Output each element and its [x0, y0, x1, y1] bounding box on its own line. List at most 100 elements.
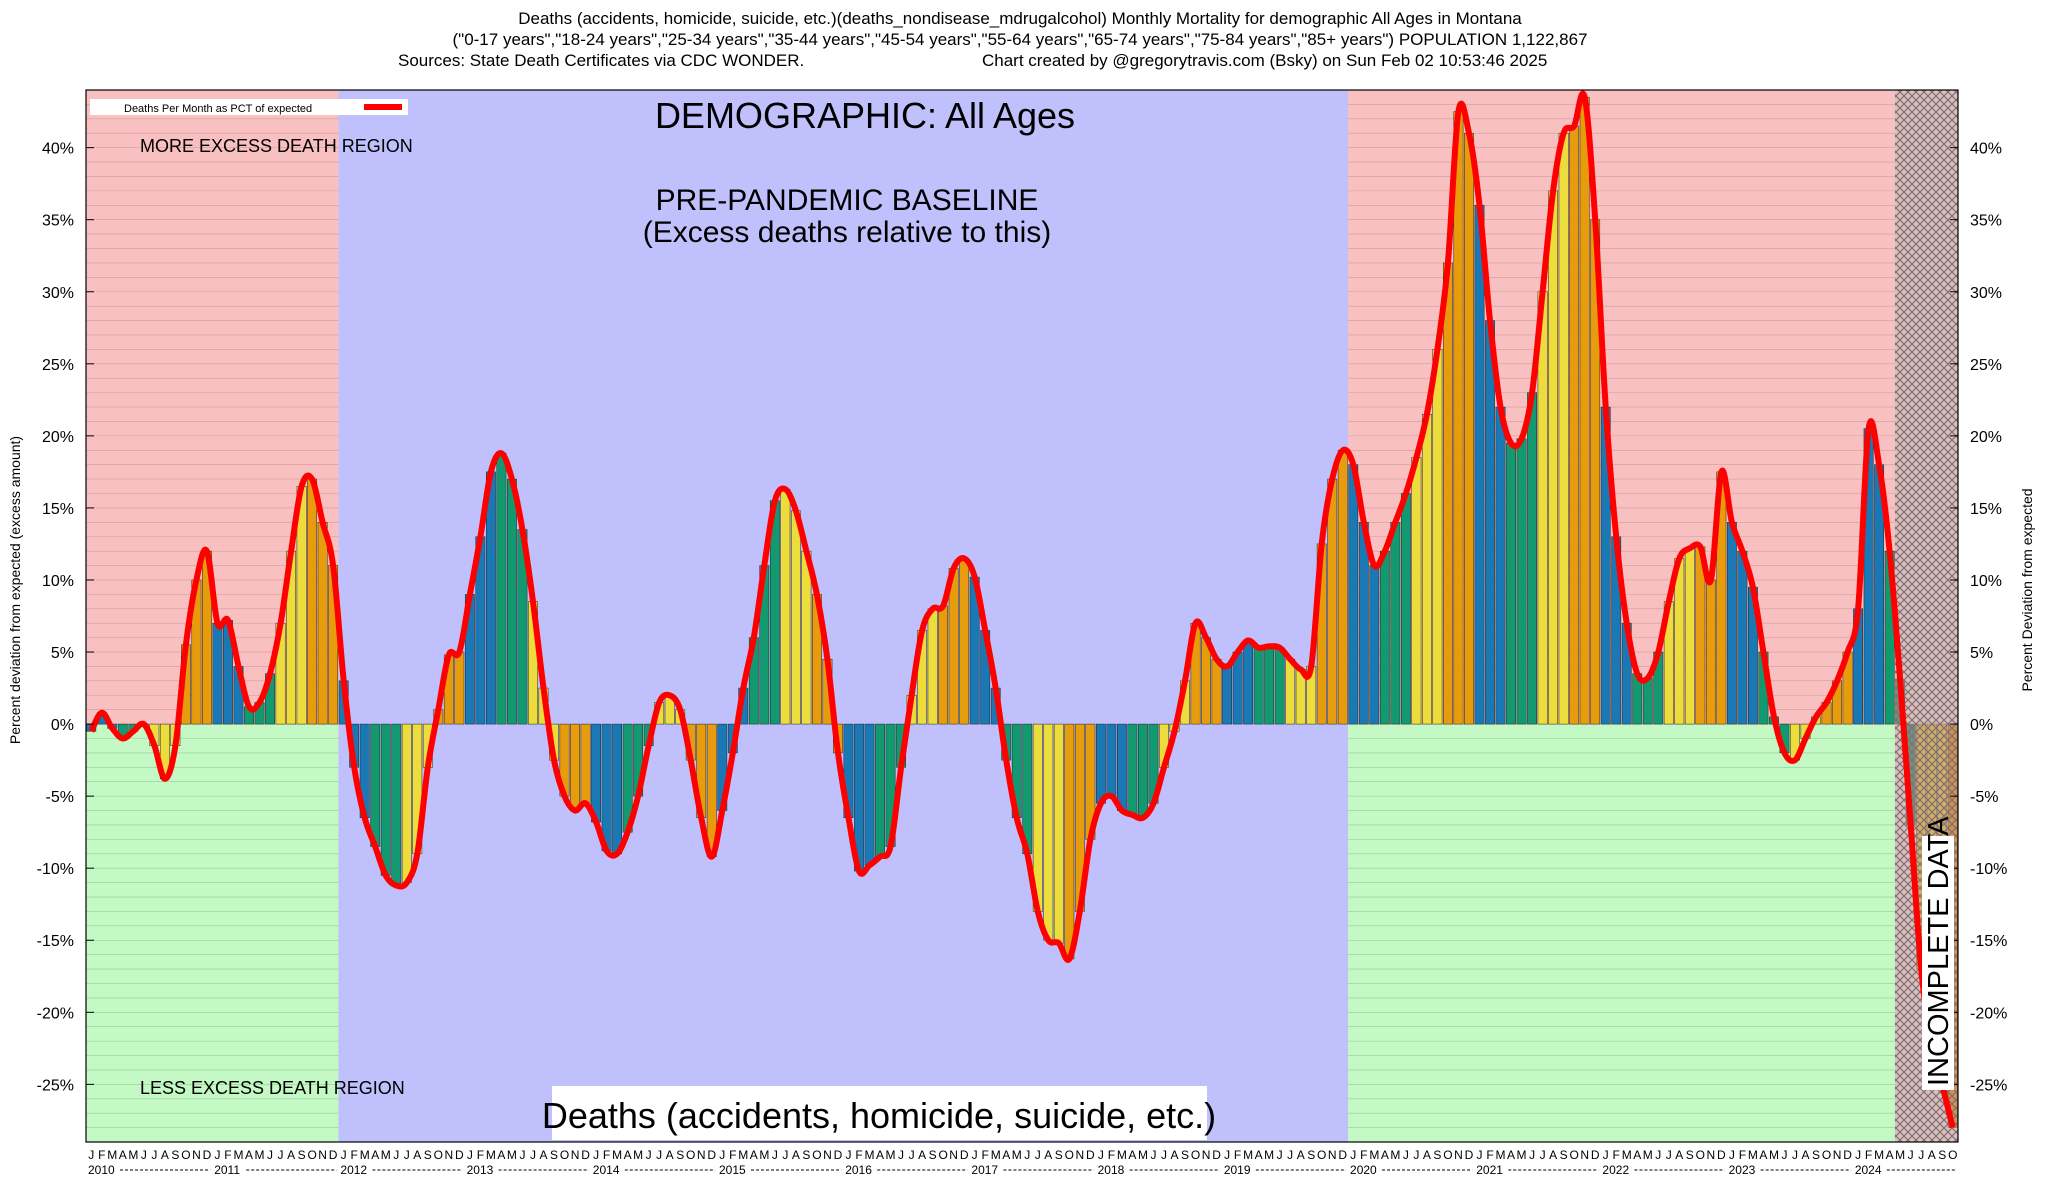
x-month-label: D — [834, 1148, 843, 1162]
x-month-label: J — [393, 1148, 399, 1162]
x-month-label: A — [161, 1148, 169, 1162]
x-month-label: A — [245, 1148, 253, 1162]
x-month-label: A — [1928, 1148, 1936, 1162]
x-month-label: D — [1086, 1148, 1095, 1162]
x-month-label: N — [1328, 1148, 1337, 1162]
x-month-label: A — [497, 1148, 505, 1162]
data-bar — [1548, 190, 1559, 725]
x-year-label: 2016 — [845, 1163, 872, 1177]
x-month-label: S — [1181, 1148, 1189, 1162]
chart-title-line1: Deaths (accidents, homicide, suicide, et… — [518, 9, 1522, 28]
x-month-label: S — [298, 1148, 306, 1162]
x-month-label: F — [351, 1148, 358, 1162]
data-bar — [485, 471, 496, 725]
y-tick-label-left: -15% — [37, 933, 74, 950]
x-month-label: O — [560, 1148, 569, 1162]
x-month-label: S — [1307, 1148, 1315, 1162]
data-bar — [1705, 579, 1716, 725]
data-bar — [1211, 658, 1222, 725]
x-month-label: J — [519, 1148, 525, 1162]
x-month-label: S — [1686, 1148, 1694, 1162]
x-month-label: J — [1350, 1148, 1356, 1162]
x-month-label: J — [1035, 1148, 1041, 1162]
data-bar — [1043, 723, 1054, 941]
y-axis-label-right: Percent Deviation from expected — [2019, 488, 2035, 691]
x-month-label: M — [1117, 1148, 1127, 1162]
x-month-label: O — [1191, 1148, 1200, 1162]
legend-box — [90, 99, 408, 115]
y-tick-label-left: 10% — [42, 573, 74, 590]
x-year-label: 2011 — [214, 1163, 240, 1177]
data-bar — [1674, 558, 1685, 725]
y-tick-label-left: 5% — [51, 645, 74, 662]
data-bar — [1495, 406, 1506, 725]
data-bar — [1106, 723, 1117, 797]
less-excess-label: LESS EXCESS DEATH REGION — [140, 1078, 405, 1098]
x-year-label: 2017 — [971, 1163, 998, 1177]
data-bar — [1390, 522, 1401, 725]
x-month-label: F — [1613, 1148, 1620, 1162]
x-month-label: S — [550, 1148, 558, 1162]
data-bar — [1053, 723, 1064, 944]
x-month-label: D — [1465, 1148, 1474, 1162]
x-month-label: A — [413, 1148, 421, 1162]
x-month-label: M — [633, 1148, 643, 1162]
chart-credit: Chart created by @gregorytravis.com (Bsk… — [982, 51, 1547, 70]
data-bar — [212, 622, 223, 725]
x-month-label: M — [486, 1148, 496, 1162]
x-month-label: J — [1908, 1148, 1914, 1162]
x-month-label: N — [571, 1148, 580, 1162]
data-bar — [801, 550, 812, 725]
x-month-label: A — [1633, 1148, 1641, 1162]
x-month-label: M — [1390, 1148, 1400, 1162]
y-tick-label-left: 0% — [51, 717, 74, 734]
x-year-label: 2010 — [88, 1163, 115, 1177]
data-bar — [580, 723, 591, 804]
bottom-title: Deaths (accidents, homicide, suicide, et… — [542, 1095, 1216, 1136]
data-bar — [1569, 125, 1580, 725]
x-month-label: J — [1224, 1148, 1230, 1162]
x-month-label: O — [307, 1148, 316, 1162]
data-bar — [1095, 723, 1106, 804]
data-bar — [1684, 548, 1695, 725]
y-tick-label-left: 15% — [42, 501, 74, 518]
x-month-label: F — [224, 1148, 231, 1162]
data-bar — [1737, 550, 1748, 725]
x-month-label: D — [329, 1148, 338, 1162]
x-month-label: A — [1886, 1148, 1894, 1162]
y-tick-label-right: 20% — [1970, 429, 2002, 446]
x-month-label: N — [1076, 1148, 1085, 1162]
x-month-label: J — [1655, 1148, 1661, 1162]
x-year-label: 2023 — [1729, 1163, 1756, 1177]
x-month-label: J — [1413, 1148, 1419, 1162]
x-month-label: A — [750, 1148, 758, 1162]
region-backgrounds — [86, 90, 1895, 1142]
deviation-line — [88, 90, 1956, 1129]
x-month-label: M — [1369, 1148, 1379, 1162]
plot-frame — [85, 89, 1959, 1143]
x-month-label: D — [581, 1148, 590, 1162]
y-tick-label-right: 5% — [1970, 645, 1993, 662]
data-bar — [1253, 647, 1264, 725]
data-bar — [927, 608, 938, 725]
data-bar — [454, 651, 465, 725]
baseline-subtitle: (Excess deaths relative to this) — [643, 216, 1052, 249]
x-month-label: M — [107, 1148, 117, 1162]
data-bar — [1138, 723, 1148, 819]
x-month-label: M — [1138, 1148, 1148, 1162]
x-month-label: J — [1540, 1148, 1546, 1162]
x-month-label: A — [1507, 1148, 1515, 1162]
deviation-line-path — [88, 90, 1956, 1129]
x-month-label: N — [697, 1148, 706, 1162]
x-month-label: D — [1717, 1148, 1726, 1162]
data-bar — [1453, 111, 1464, 725]
x-month-label: A — [1549, 1148, 1557, 1162]
x-month-label: N — [1202, 1148, 1211, 1162]
x-month-label: O — [1822, 1148, 1831, 1162]
x-month-label: A — [1801, 1148, 1809, 1162]
x-month-label: D — [1338, 1148, 1347, 1162]
y-tick-label-right: 35% — [1970, 213, 2002, 230]
x-month-label: S — [929, 1148, 937, 1162]
y-tick-label-right: 10% — [1970, 573, 2002, 590]
x-month-label: J — [467, 1148, 473, 1162]
